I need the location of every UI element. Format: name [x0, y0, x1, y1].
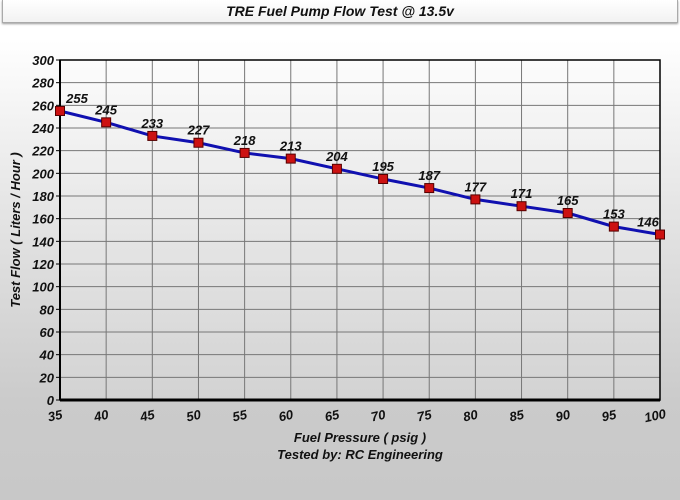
data-label: 213	[279, 139, 302, 154]
data-point	[655, 229, 665, 240]
y-tick-label: 100	[32, 280, 54, 295]
data-label: 171	[511, 186, 533, 201]
chart-title-box: TRE Fuel Pump Flow Test @ 13.5v	[2, 0, 678, 23]
data-point	[55, 106, 65, 116]
data-label: 255	[65, 91, 88, 106]
x-tick-label: 60	[277, 407, 295, 425]
data-point	[239, 147, 250, 158]
data-point	[101, 117, 112, 128]
grid	[59, 59, 661, 401]
data-label: 218	[233, 133, 256, 148]
data-label: 204	[325, 149, 348, 164]
data-point	[331, 163, 342, 174]
data-point	[516, 201, 527, 212]
axes: 0 20 40 60 80 100 120 140 160 180 200 220 240 260 280 3…	[31, 53, 668, 425]
x-tick-label: 70	[370, 407, 388, 425]
data-point	[470, 194, 481, 205]
x-tick-label: 65	[323, 407, 341, 425]
data-point	[562, 208, 573, 218]
x-tick-label: 35	[46, 407, 64, 425]
y-tick-label: 200	[31, 166, 54, 181]
y-tick-label: 220	[31, 144, 54, 159]
series-line	[59, 109, 661, 237]
y-axis-label: Test Flow ( Liters / Hour )	[8, 152, 23, 308]
series-polyline	[59, 109, 661, 237]
x-tick-label: 75	[416, 407, 434, 425]
data-point	[147, 130, 158, 141]
data-label: 195	[372, 159, 394, 174]
data-label: 177	[465, 179, 487, 194]
x-tick-label: 100	[643, 406, 668, 425]
chart-subtitle: Tested by: RC Engineering	[277, 447, 443, 462]
y-tick-label: 20	[39, 370, 55, 385]
data-point	[193, 137, 204, 148]
data-point	[378, 174, 389, 184]
x-axis-label: Fuel Pressure ( psig )	[294, 430, 426, 445]
x-tick-label: 55	[231, 407, 249, 425]
plot-area	[60, 60, 660, 400]
y-tick-label: 260	[31, 98, 54, 113]
data-label: 245	[94, 102, 117, 117]
data-label: 153	[603, 207, 625, 222]
y-tick-label: 300	[32, 53, 54, 68]
data-label: 146	[637, 215, 659, 230]
markers: 255 245 233 227 218 213 204 195 187 177 171 165 153 1…	[55, 91, 665, 240]
y-tick-label: 140	[32, 234, 54, 249]
y-tick-label: 180	[32, 189, 54, 204]
data-point	[608, 221, 619, 232]
data-point	[424, 183, 435, 194]
y-tick-label: 280	[31, 76, 54, 91]
chart-title: TRE Fuel Pump Flow Test @ 13.5v	[226, 3, 454, 19]
x-tick-label: 50	[185, 407, 203, 425]
y-tick-label: 60	[40, 325, 55, 340]
x-tick-label: 90	[554, 407, 572, 425]
data-label: 227	[187, 123, 210, 138]
y-tick-label: 160	[32, 212, 54, 227]
data-label: 165	[557, 193, 579, 208]
x-tick-label: 85	[508, 407, 526, 425]
x-tick-label: 45	[138, 407, 157, 425]
data-label: 187	[418, 168, 440, 183]
x-tick-label: 95	[600, 407, 618, 425]
y-tick-label: 240	[31, 121, 54, 136]
x-tick-label: 40	[92, 407, 111, 425]
x-tick-label: 80	[462, 407, 480, 425]
y-tick-label: 0	[47, 393, 55, 408]
data-point	[285, 153, 296, 164]
y-tick-label: 40	[39, 348, 55, 363]
y-tick-label: 120	[32, 257, 54, 272]
y-tick-label: 80	[40, 302, 55, 317]
data-label: 233	[140, 116, 163, 131]
